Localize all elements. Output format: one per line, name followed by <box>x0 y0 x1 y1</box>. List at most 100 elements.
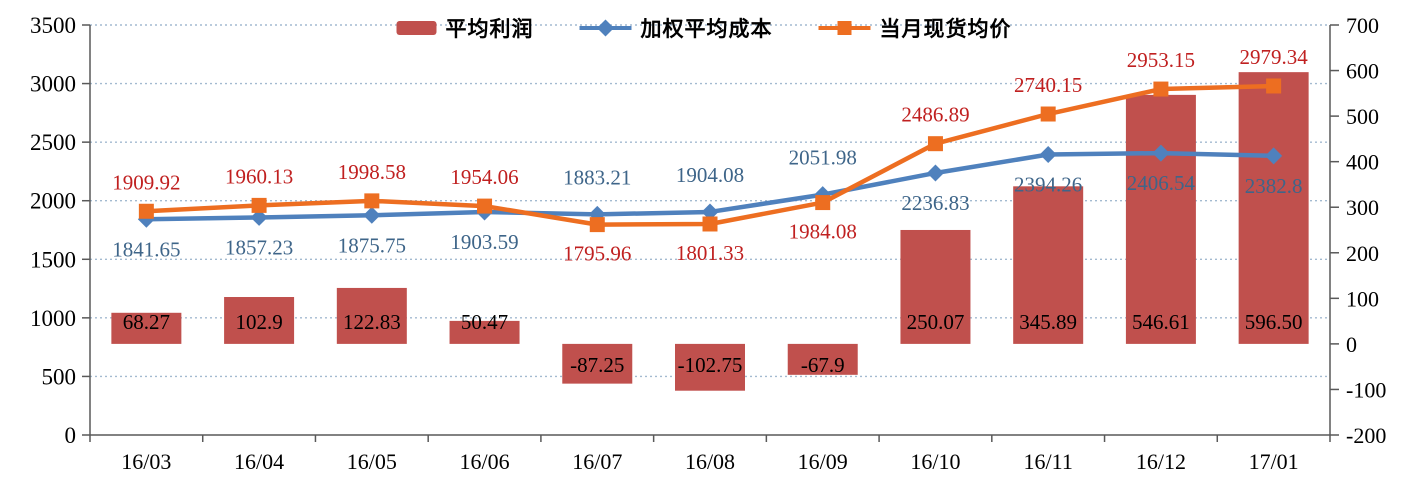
bar-data-label: 596.50 <box>1245 310 1303 334</box>
x-axis-category-label: 16/09 <box>798 449 848 474</box>
line-data-label-weighted-average-cost: 2236.83 <box>901 191 969 215</box>
right-axis-tick-label: 0 <box>1346 332 1357 357</box>
left-axis-tick-label: 2500 <box>30 130 76 155</box>
left-axis-tick-label: 1000 <box>30 306 76 331</box>
line-data-label-spot-average-price: 1795.96 <box>563 242 631 266</box>
line-data-label-spot-average-price: 2979.34 <box>1240 45 1309 69</box>
bar-swatch-icon <box>396 21 437 35</box>
legend-label-weighted-average-cost: 加权平均成本 <box>640 18 773 41</box>
diamond-marker-weighted-average-cost <box>1039 146 1057 164</box>
line-data-label-spot-average-price: 1998.58 <box>338 160 406 184</box>
square-marker-spot-average-price <box>927 136 943 152</box>
chart-legend: 平均利润 加权平均成本 当月现货均价 <box>396 13 1012 43</box>
left-axis-tick-label: 3000 <box>30 72 76 97</box>
right-axis-tick-label: 600 <box>1346 59 1379 84</box>
left-axis-tick-label: 500 <box>42 364 77 389</box>
x-axis-category-label: 16/07 <box>572 449 622 474</box>
line-data-label-weighted-average-cost: 1903.59 <box>450 230 518 254</box>
line-data-label-spot-average-price: 2740.15 <box>1014 73 1082 97</box>
right-axis-tick-label: 700 <box>1346 13 1379 38</box>
square-marker-spot-average-price <box>477 198 493 214</box>
bar-average-profit <box>900 229 971 344</box>
right-axis-tick-label: -100 <box>1346 377 1386 402</box>
bar-data-label: 345.89 <box>1019 310 1077 334</box>
line-data-label-spot-average-price: 1954.06 <box>450 165 518 189</box>
square-marker-spot-average-price <box>364 193 380 209</box>
legend-item-spot-average-price: 当月现货均价 <box>818 13 1012 43</box>
bar-average-profit <box>449 320 520 344</box>
legend-item-weighted-average-cost: 加权平均成本 <box>579 13 773 43</box>
bar-average-profit <box>1238 72 1309 344</box>
line-data-label-weighted-average-cost: 2406.54 <box>1127 171 1196 195</box>
bar-average-profit <box>1125 94 1196 344</box>
diamond-marker-weighted-average-cost <box>363 206 381 224</box>
line-data-label-weighted-average-cost: 1841.65 <box>112 237 180 261</box>
line-data-label-spot-average-price: 2486.89 <box>901 103 969 127</box>
diamond-marker-weighted-average-cost <box>926 164 944 182</box>
x-axis-category-label: 16/03 <box>121 449 171 474</box>
diamond-marker-weighted-average-cost <box>701 203 719 221</box>
bar-data-label: 250.07 <box>907 310 965 334</box>
legend-item-average-profit: 平均利润 <box>396 13 534 43</box>
line-data-label-weighted-average-cost: 2382.8 <box>1245 174 1303 198</box>
left-axis-tick-label: 3500 <box>30 13 76 38</box>
bar-average-profit <box>111 312 182 344</box>
bar-average-profit <box>787 343 858 375</box>
bar-average-profit <box>336 287 407 344</box>
x-axis-category-label: 16/12 <box>1136 449 1186 474</box>
legend-label-spot-average-price: 当月现货均价 <box>879 18 1012 41</box>
diamond-marker-weighted-average-cost <box>250 208 268 226</box>
square-marker-spot-average-price <box>815 195 831 211</box>
line-square-swatch-icon <box>818 19 871 37</box>
square-marker-spot-average-price <box>702 216 718 232</box>
square-marker-spot-average-price <box>1266 78 1282 94</box>
bar-data-label: 102.9 <box>235 310 282 334</box>
right-axis-tick-label: 500 <box>1346 104 1379 129</box>
line-data-label-spot-average-price: 1801.33 <box>676 241 744 265</box>
bar-data-label: -67.9 <box>801 353 845 377</box>
x-axis-category-label: 16/05 <box>347 449 397 474</box>
x-axis-category-label: 17/01 <box>1249 449 1299 474</box>
line-data-label-spot-average-price: 1909.92 <box>112 170 180 194</box>
line-data-label-weighted-average-cost: 1857.23 <box>225 235 293 259</box>
bar-data-label: 546.61 <box>1132 310 1190 334</box>
line-data-label-weighted-average-cost: 1883.21 <box>563 165 631 189</box>
x-axis-category-label: 16/08 <box>685 449 735 474</box>
left-axis-tick-label: 2000 <box>30 189 76 214</box>
line-data-label-weighted-average-cost: 2394.26 <box>1014 173 1082 197</box>
left-axis-tick-label: 0 <box>65 423 77 448</box>
bar-data-label: 50.47 <box>461 310 508 334</box>
x-axis-category-label: 16/10 <box>910 449 960 474</box>
left-axis-tick-label: 1500 <box>30 247 76 272</box>
line-data-label-spot-average-price: 2953.15 <box>1127 48 1195 72</box>
line-data-label-spot-average-price: 1960.13 <box>225 164 293 188</box>
line-data-label-weighted-average-cost: 1904.08 <box>676 163 744 187</box>
right-axis-tick-label: -200 <box>1346 423 1386 448</box>
legend-label-average-profit: 平均利润 <box>445 18 534 41</box>
bar-data-label: 122.83 <box>343 310 401 334</box>
bar-average-profit <box>224 297 295 344</box>
x-axis-category-label: 16/11 <box>1024 449 1073 474</box>
bar-data-label: -102.75 <box>678 353 743 377</box>
right-axis-tick-label: 400 <box>1346 150 1379 175</box>
line-data-label-weighted-average-cost: 1875.75 <box>338 233 406 257</box>
x-axis-category-label: 16/06 <box>459 449 509 474</box>
line-data-label-weighted-average-cost: 2051.98 <box>789 146 857 170</box>
right-axis-tick-label: 300 <box>1346 195 1379 220</box>
bar-data-label: 68.27 <box>123 310 170 334</box>
square-marker-spot-average-price <box>1040 106 1056 122</box>
square-marker-spot-average-price <box>589 217 605 233</box>
right-axis-tick-label: 200 <box>1346 241 1379 266</box>
bar-average-profit <box>675 343 745 391</box>
square-marker-spot-average-price <box>138 203 154 219</box>
bar-average-profit <box>562 343 633 384</box>
bar-data-label: -87.25 <box>570 353 624 377</box>
square-marker-spot-average-price <box>1153 81 1169 97</box>
right-axis-tick-label: 100 <box>1346 286 1379 311</box>
x-axis-category-label: 16/04 <box>234 449 284 474</box>
square-marker-spot-average-price <box>251 197 267 213</box>
bar-average-profit <box>1013 186 1084 344</box>
line-data-label-spot-average-price: 1984.08 <box>789 220 857 244</box>
